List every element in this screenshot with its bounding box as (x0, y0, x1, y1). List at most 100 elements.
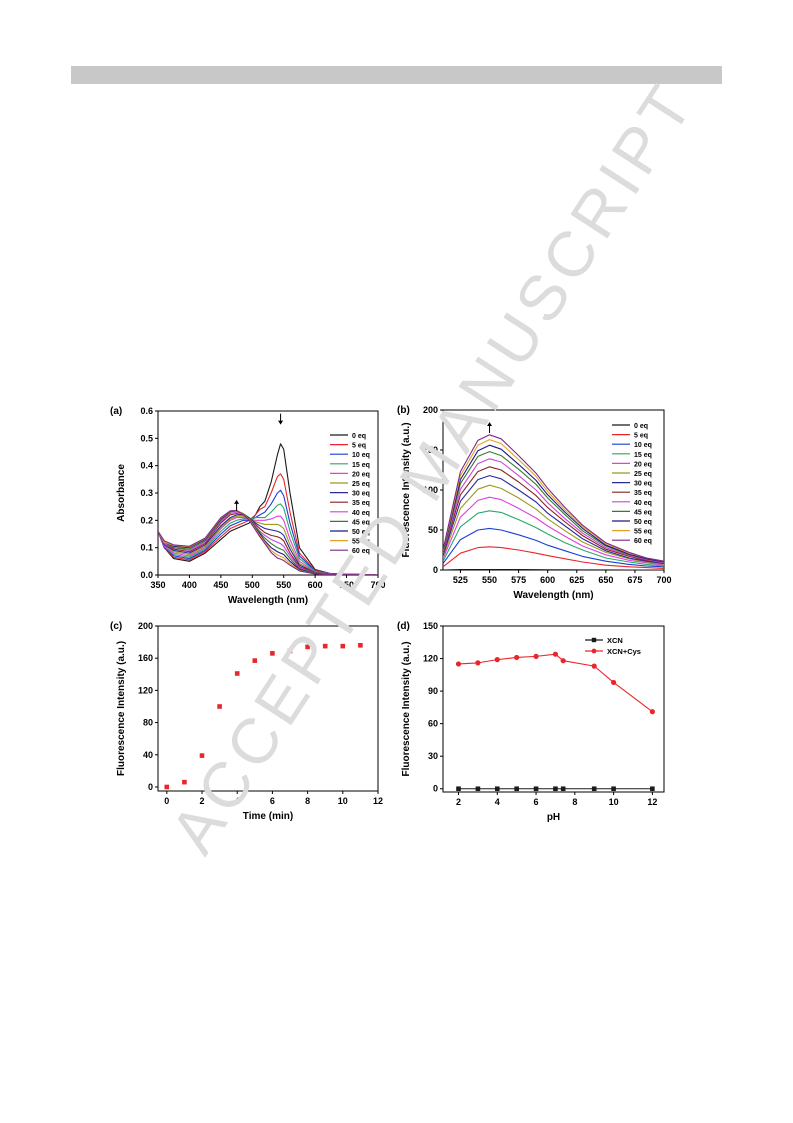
legend-label: 60 eq (634, 538, 652, 545)
data-point (322, 643, 328, 649)
y-tick-label: 100 (423, 485, 438, 495)
y-axis-title: Fluorescence Intensity (a.u.) (401, 422, 412, 557)
x-axis-title: Wavelength (nm) (513, 590, 593, 601)
data-point (552, 651, 559, 657)
legend-label: 40 eq (352, 510, 370, 517)
chart-panel-a: (a) 350 400 450 500 550 600 650 700 0.0 0.1 0.2 0.3 0… (110, 406, 386, 606)
x-tick-label: 575 (511, 575, 526, 585)
legend-label: 5 eq (634, 433, 648, 440)
data-point (164, 784, 170, 790)
data-point (199, 753, 205, 758)
legend-label: 5 eq (352, 443, 366, 450)
x-tick-label: 8 (572, 797, 577, 807)
x-tick-label: 550 (482, 575, 497, 585)
legend-label: 25 eq (352, 481, 370, 488)
x-tick-label: 650 (339, 580, 354, 590)
y-tick-label: 200 (423, 405, 438, 415)
data-point (611, 786, 616, 792)
legend-label: 15 eq (352, 462, 370, 469)
panel-label: (d) (397, 621, 410, 632)
plot-frame (157, 625, 379, 792)
data-point (553, 786, 558, 792)
data-point (475, 660, 481, 666)
x-tick-label: 2 (456, 797, 461, 807)
y-tick-label: 150 (423, 445, 438, 455)
legend-label: 15 eq (634, 452, 652, 459)
legend-label: 45 eq (352, 519, 370, 526)
y-axis-title: Fluorescence Intensity (a.u.) (116, 641, 127, 776)
plot-area (443, 434, 664, 570)
series-line-4 (443, 510, 664, 567)
data-point (610, 679, 617, 686)
x-tick-label: 400 (182, 580, 197, 590)
legend-marker (591, 637, 597, 643)
data-point (358, 643, 363, 648)
series-line-13 (158, 509, 378, 575)
x-tick-label: 500 (245, 580, 260, 590)
x-tick-label: 650 (598, 575, 613, 585)
legend-label: 20 eq (352, 471, 370, 478)
data-point (591, 663, 597, 669)
y-tick-label: 200 (138, 621, 153, 631)
data-point (252, 658, 258, 663)
y-tick-label: 120 (423, 654, 438, 664)
series-line-5 (443, 496, 664, 566)
legend-label: 0 eq (634, 423, 648, 430)
x-tick-label: 6 (534, 797, 539, 807)
legend-label: 60 eq (352, 548, 370, 555)
arrow-up-head (487, 422, 493, 426)
data-point (649, 709, 655, 715)
x-axis-title: pH (547, 812, 560, 823)
y-tick-label: 0.1 (140, 543, 153, 553)
x-tick-label: 450 (213, 580, 228, 590)
x-tick-label: 10 (609, 797, 619, 807)
legend-label: 35 eq (352, 500, 370, 507)
series-line-10 (158, 510, 378, 575)
series-line-11 (158, 510, 378, 575)
data-point (533, 786, 539, 792)
data-point (494, 657, 500, 663)
x-tick-label: 700 (370, 580, 385, 590)
x-axis-title: Wavelength (nm) (228, 595, 308, 606)
series-line-3 (158, 489, 378, 575)
x-tick-label: 10 (338, 796, 348, 806)
data-point (305, 644, 310, 650)
data-point (182, 779, 187, 785)
x-tick-label: 4 (235, 796, 240, 806)
legend-label: 40 eq (634, 500, 652, 507)
y-axis-title: Absorbance (116, 464, 127, 522)
series-line-3 (443, 527, 664, 568)
y-tick-label: 0.2 (140, 515, 153, 525)
y-tick-label: 0.6 (140, 406, 153, 416)
data-point (270, 651, 275, 656)
y-tick-label: 0.4 (140, 461, 153, 471)
y-tick-label: 30 (428, 751, 438, 761)
legend-label: 10 eq (634, 442, 652, 449)
y-tick-label: 120 (138, 685, 153, 695)
series-line-11 (443, 444, 664, 563)
y-tick-label: 0.5 (140, 433, 153, 443)
data-point (533, 653, 539, 659)
arrow-up-head (234, 499, 240, 504)
data-point (494, 786, 500, 792)
x-tick-label: 525 (453, 575, 468, 585)
data-point (650, 786, 655, 792)
legend-label: 55 eq (634, 529, 652, 536)
data-point (217, 704, 222, 709)
legend-label: 20 eq (634, 461, 652, 468)
series-line-12 (443, 439, 664, 562)
header-bar (71, 66, 722, 84)
y-tick-label: 0 (148, 782, 153, 792)
legend-label: 0 eq (352, 433, 366, 440)
x-tick-label: 600 (308, 580, 323, 590)
data-point (475, 786, 481, 792)
x-tick-label: 0 (164, 796, 169, 806)
x-tick-label: 6 (270, 796, 275, 806)
y-tick-label: 0.0 (140, 570, 153, 580)
series-line-10 (443, 451, 664, 563)
legend-label: 30 eq (634, 481, 652, 488)
data-point (456, 786, 461, 792)
series-line-2 (458, 653, 653, 713)
legend-label: 25 eq (634, 471, 652, 478)
